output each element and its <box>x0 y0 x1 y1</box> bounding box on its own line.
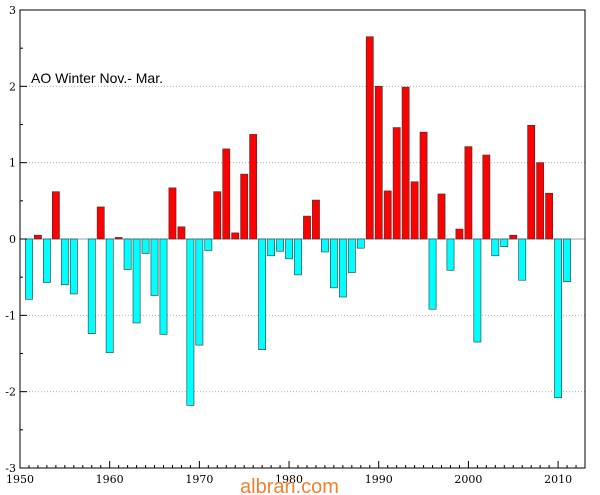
bar-2010 <box>554 238 562 399</box>
bar-1968 <box>177 226 186 240</box>
x-tick-labels: 1950 1960 1970 1980 1990 2000 2010 <box>6 473 572 486</box>
bar-1954 <box>51 191 60 240</box>
bar-1977 <box>258 238 267 350</box>
bar-1963 <box>132 238 141 324</box>
bar-1993 <box>401 86 410 240</box>
bar-1982 <box>303 215 311 240</box>
x-tick-label: 1960 <box>96 473 124 486</box>
bar-1969 <box>186 238 195 406</box>
bar-1975 <box>240 173 249 240</box>
x-tick-label: 1980 <box>275 473 303 486</box>
bar-1980 <box>285 238 293 260</box>
bar-1972 <box>213 191 222 240</box>
y-tick-label: -2 <box>5 386 16 399</box>
bar-2002 <box>482 154 491 240</box>
bar-1997 <box>437 193 446 240</box>
bar-1994 <box>410 181 419 240</box>
bar-1955 <box>60 238 69 286</box>
y-tick-label: -1 <box>5 309 16 322</box>
x-tick-label: 1990 <box>365 473 393 486</box>
bar-1984 <box>321 238 329 253</box>
bar-2007 <box>527 124 536 240</box>
bar-1985 <box>330 238 338 289</box>
bar-1978 <box>267 238 275 257</box>
bar-1988 <box>356 238 365 249</box>
bar-1961 <box>114 237 123 240</box>
bar-1973 <box>222 148 231 240</box>
y-tick-label: 2 <box>9 80 16 93</box>
x-tick-label: 2010 <box>544 473 572 486</box>
bar-1962 <box>123 238 132 270</box>
bar-2003 <box>491 238 500 257</box>
bar-1964 <box>141 238 150 254</box>
bar-1981 <box>294 238 302 276</box>
bar-1952 <box>34 234 42 240</box>
bar-1983 <box>312 199 320 240</box>
bar-1951 <box>25 238 33 300</box>
bar-2005 <box>509 234 518 240</box>
bar-1986 <box>338 238 347 298</box>
bar-1999 <box>455 228 464 240</box>
bar-1987 <box>347 238 356 273</box>
bar-1992 <box>392 127 401 240</box>
bar-1989 <box>365 36 374 240</box>
bar-2000 <box>464 146 473 240</box>
bar-2006 <box>518 238 527 281</box>
site-watermark: albrari.com <box>240 476 339 495</box>
bar-2011 <box>563 238 571 283</box>
bar-1966 <box>159 238 168 335</box>
y-tick-label: 3 <box>9 4 16 17</box>
bar-2008 <box>536 162 545 240</box>
bar-1959 <box>96 206 105 240</box>
bar-1967 <box>168 187 177 240</box>
y-tick-labels: -3 -2 -1 0 1 2 3 <box>5 4 16 475</box>
bar-1979 <box>276 238 284 252</box>
bar-2004 <box>500 238 509 247</box>
bar-1996 <box>428 238 437 310</box>
bar-1998 <box>446 238 455 271</box>
bar-1991 <box>383 190 392 240</box>
bar-1971 <box>204 238 213 251</box>
y-tick-label: 0 <box>9 233 16 246</box>
bar-1953 <box>43 238 51 283</box>
y-tick-label: 1 <box>9 157 16 170</box>
x-tick-label: 1950 <box>6 473 34 486</box>
bar-1974 <box>231 232 240 240</box>
y-tick-label: -3 <box>5 462 16 475</box>
chart-title: AO Winter Nov.- Mar. <box>31 70 163 86</box>
x-tick-label: 1970 <box>185 473 213 486</box>
x-tick-label: 2000 <box>454 473 482 486</box>
bar-1995 <box>419 131 428 240</box>
bar-1960 <box>105 238 114 354</box>
bar-1976 <box>249 134 258 240</box>
gridlines <box>20 85 585 393</box>
bar-1970 <box>195 238 204 346</box>
bar-1990 <box>374 86 383 240</box>
axes <box>19 9 586 469</box>
bar-2009 <box>545 192 554 240</box>
bar-1958 <box>87 238 96 334</box>
bar-2001 <box>473 238 482 343</box>
bar-1965 <box>150 238 159 296</box>
bar-1956 <box>69 238 78 295</box>
bars <box>25 36 571 406</box>
